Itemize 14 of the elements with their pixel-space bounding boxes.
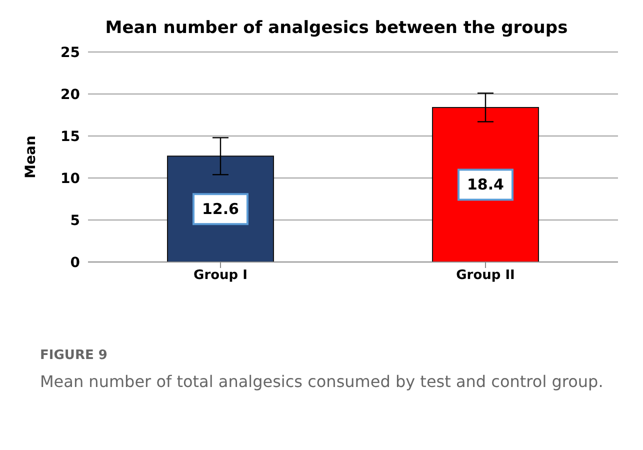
y-axis-title: Mean bbox=[22, 136, 39, 178]
y-tick-label: 5 bbox=[70, 212, 80, 229]
y-tick-label: 10 bbox=[60, 170, 80, 187]
data-label: 12.6 bbox=[202, 200, 240, 218]
y-tick-label: 20 bbox=[60, 86, 80, 103]
y-tick-label: 15 bbox=[60, 128, 80, 145]
chart-title: Mean number of analgesics between the groups bbox=[104, 18, 569, 38]
x-tick-label: Group II bbox=[456, 268, 515, 284]
y-tick-label: 0 bbox=[70, 254, 80, 271]
text: Mean number of total analgesics consumed by test and control group. bbox=[40, 371, 604, 393]
y-tick-label: 25 bbox=[60, 44, 80, 61]
x-tick-label: Group I bbox=[194, 268, 248, 284]
data-label: 18.4 bbox=[466, 176, 504, 194]
caption: FIGURE 9 bbox=[40, 347, 108, 365]
